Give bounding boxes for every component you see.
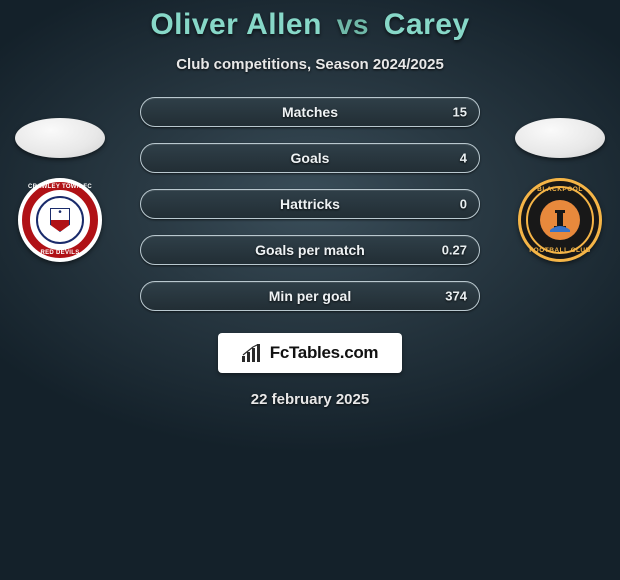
stat-label: Goals per match [255, 242, 365, 258]
branding-badge: FcTables.com [218, 333, 403, 373]
stat-row-min-per-goal: Min per goal 374 [140, 281, 480, 311]
stat-row-matches: Matches 15 [140, 97, 480, 127]
vs-label: vs [337, 9, 369, 40]
chart-icon [242, 344, 262, 362]
crest-left-top-text: CRAWLEY TOWN FC [18, 184, 102, 190]
player1-name: Oliver Allen [150, 8, 322, 41]
stat-row-goals-per-match: Goals per match 0.27 [140, 235, 480, 265]
tower-icon [546, 206, 574, 234]
club-crest-right: BLACKPOOL FOOTBALL CLUB [518, 178, 602, 262]
player2-silhouette-icon [515, 118, 605, 158]
branding-text: FcTables.com [270, 343, 379, 363]
stat-row-hattricks: Hattricks 0 [140, 189, 480, 219]
stat-label: Hattricks [280, 196, 340, 212]
crest-left-bottom-text: RED DEVILS [18, 250, 102, 256]
stat-right-value: 0 [460, 197, 467, 212]
stat-label: Matches [282, 104, 338, 120]
player2-name: Carey [384, 8, 470, 41]
stat-label: Min per goal [269, 288, 351, 304]
subtitle: Club competitions, Season 2024/2025 [0, 56, 620, 73]
comparison-title: Oliver Allen vs Carey [0, 8, 620, 42]
player1-silhouette-icon [15, 118, 105, 158]
stat-right-value: 4 [460, 151, 467, 166]
shield-icon [50, 208, 70, 232]
snapshot-date: 22 february 2025 [0, 391, 620, 408]
stat-row-goals: Goals 4 [140, 143, 480, 173]
stat-right-value: 0.27 [442, 243, 467, 258]
stat-right-value: 15 [453, 105, 467, 120]
club-crest-left: CRAWLEY TOWN FC RED DEVILS [18, 178, 102, 262]
stat-right-value: 374 [445, 289, 467, 304]
stat-label: Goals [291, 150, 330, 166]
